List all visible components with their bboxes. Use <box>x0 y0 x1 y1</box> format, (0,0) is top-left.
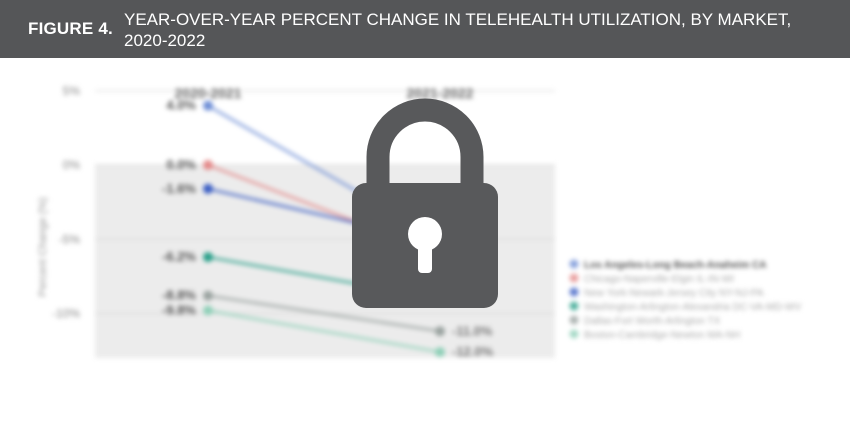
series-line <box>207 309 441 354</box>
legend-entry: Los Angeles-Long Beach-Anaheim CA <box>584 260 766 271</box>
data-label: -6.2% <box>162 249 196 264</box>
data-label: 4.0% <box>166 98 196 113</box>
legend-entry: New York-Newark-Jersey City NY-NJ-PA <box>584 288 764 299</box>
legend-entry: Chicago-Naperville-Elgin IL-IN-WI <box>584 274 734 285</box>
data-point <box>203 290 213 301</box>
legend-marker <box>569 273 579 283</box>
data-label: -12.0% <box>452 344 494 359</box>
y-tick-label: 0% <box>63 158 81 172</box>
data-label: -8.8% <box>162 288 196 303</box>
y-axis-label: Percent Change (%) <box>37 197 49 297</box>
legend-marker <box>569 329 579 339</box>
figure-header: FIGURE 4. YEAR-OVER-YEAR PERCENT CHANGE … <box>0 0 850 58</box>
figure-title: YEAR-OVER-YEAR PERCENT CHANGE IN TELEHEA… <box>124 10 792 50</box>
data-point <box>203 160 213 171</box>
data-point <box>203 252 213 263</box>
data-point <box>203 305 213 316</box>
series-line <box>207 294 441 333</box>
data-point <box>203 100 213 111</box>
data-label: -9.8% <box>162 303 196 318</box>
legend-entry: Washington-Arlington-Alexandria DC-VA-MD… <box>584 302 802 313</box>
y-tick-label: -5% <box>59 232 81 246</box>
legend-marker <box>569 259 579 269</box>
figure-label: FIGURE 4. <box>28 19 113 38</box>
x-category-label: 2021-2022 <box>407 85 474 101</box>
legend-marker <box>569 315 579 325</box>
data-label: -1.6% <box>162 181 196 196</box>
data-point <box>203 183 213 194</box>
legend-entry: Boston-Cambridge-Newton MA-NH <box>584 330 740 341</box>
x-category-label: 2020-2021 <box>175 85 242 101</box>
legend-marker <box>569 287 579 297</box>
y-tick-label: -10% <box>52 306 80 320</box>
data-point <box>435 326 445 337</box>
data-label: 0.0% <box>166 157 196 172</box>
data-label: -11.0% <box>452 323 493 338</box>
data-point <box>435 347 445 358</box>
lock-icon <box>352 98 498 308</box>
legend-marker <box>569 301 579 311</box>
y-tick-label: 5% <box>63 84 81 98</box>
legend-entry: Dallas-Fort Worth-Arlington TX <box>584 316 721 327</box>
